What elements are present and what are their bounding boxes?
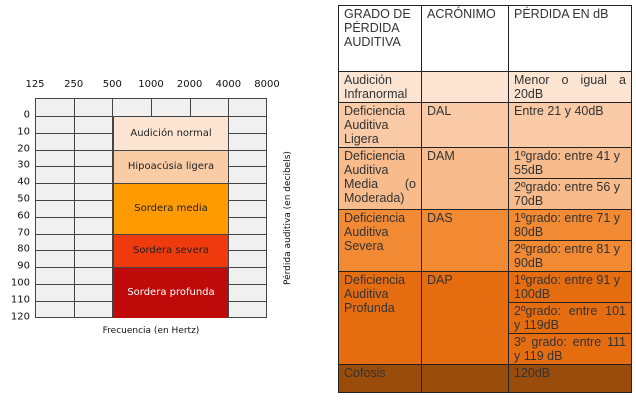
loss-cell: 2ºgrado: entre 101 y 119dB (508, 302, 632, 334)
y-tick: 0 (23, 109, 30, 121)
hearing-band: Sordera severa (113, 233, 229, 268)
x-tick: 500 (102, 79, 122, 90)
audiogram-grid: Audición normal Hipoacúsia ligera Sordera … (35, 98, 267, 318)
loss-cell: 2ºgrado: entre 81 y 90dB (508, 240, 632, 272)
y-tick: 120 (10, 311, 30, 323)
grade-cell: Audición Infranormal (338, 71, 422, 103)
x-tick: 8000 (254, 79, 280, 90)
table-header-row: GRADO DE PÉRDIDA AUDITIVA ACRÓNIMO PÉRDI… (338, 5, 632, 72)
table-row: Deficiencia Auditiva Severa DAS 1ºgrado: e… (338, 209, 632, 272)
acronym-cell (421, 71, 509, 103)
y-tick: 90 (17, 260, 30, 272)
grade-cell: Deficiencia Auditiva Ligera (338, 102, 422, 148)
loss-cell: 120dB (508, 364, 632, 393)
loss-cell: Menor o igual a 20dB (508, 71, 632, 103)
x-tick: 250 (64, 79, 84, 90)
header-grade: GRADO DE PÉRDIDA AUDITIVA (338, 5, 422, 72)
y-tick: 10 (17, 126, 30, 138)
hearing-band: Audición normal (113, 116, 229, 150)
y-tick: 100 (10, 277, 30, 289)
header-acronym: ACRÓNIMO (421, 5, 509, 72)
audiogram-chart: 125 250 500 1000 2000 4000 8000 0 10 20 30 40 50 60 7… (0, 0, 300, 412)
loss-cell: 1ºgrado: entre 41 y 55dB (508, 147, 632, 179)
grade-cell: Deficiencia Auditiva Media (o Moderada) (338, 147, 422, 210)
x-tick: 125 (25, 79, 45, 90)
y-tick: 70 (17, 227, 30, 239)
y-tick: 80 (17, 243, 30, 255)
acronym-cell (421, 364, 509, 393)
grade-cell: Cofosis (338, 364, 422, 393)
hearing-loss-table: GRADO DE PÉRDIDA AUDITIVA ACRÓNIMO PÉRDI… (338, 5, 632, 393)
acronym-cell: DAP (421, 271, 509, 365)
loss-cell: 3º grado: entre 111 y 119 dB (508, 333, 632, 365)
y-axis-label: Pérdida auditiva (en decibels) (283, 151, 293, 285)
table-row: Audición Infranormal Menor o igual a 20dB (338, 71, 632, 103)
x-tick: 1000 (138, 79, 164, 90)
acronym-cell: DAL (421, 102, 509, 148)
y-tick: 110 (10, 294, 30, 306)
y-tick: 50 (17, 193, 30, 205)
hearing-band: Sordera profunda (113, 267, 229, 318)
loss-cell: 1ºgrado: entre 71 y 80dB (508, 209, 632, 241)
acronym-cell: DAS (421, 209, 509, 272)
y-tick: 30 (17, 159, 30, 171)
x-axis-label: Frecuencia (en Hertz) (102, 326, 200, 336)
table-row: Deficiencia Auditiva Media (o Moderada) D… (338, 147, 632, 210)
hearing-band: Hipoacúsia ligera (113, 149, 229, 184)
acronym-cell: DAM (421, 147, 509, 210)
hearing-band: Sordera media (113, 183, 229, 234)
loss-cell: Entre 21 y 40dB (508, 102, 632, 148)
grade-cell: Deficiencia Auditiva Profunda (338, 271, 422, 365)
y-tick: 60 (17, 210, 30, 222)
y-tick: 40 (17, 176, 30, 188)
loss-cell: 2ºgrado: entre 56 y 70dB (508, 178, 632, 210)
x-tick: 2000 (176, 79, 203, 90)
grade-cell: Deficiencia Auditiva Severa (338, 209, 422, 272)
table-row: Cofosis 120dB (338, 364, 632, 393)
table-row: Deficiencia Auditiva Ligera DAL Entre 21 y… (338, 102, 632, 148)
x-tick: 4000 (215, 79, 242, 90)
table-row: Deficiencia Auditiva Profunda DAP 1ºgrado:… (338, 271, 632, 365)
loss-cell: 1ºgrado: entre 91 y 100dB (508, 271, 632, 303)
y-tick: 20 (17, 143, 30, 155)
header-loss: PÉRDIDA EN dB (508, 5, 632, 72)
